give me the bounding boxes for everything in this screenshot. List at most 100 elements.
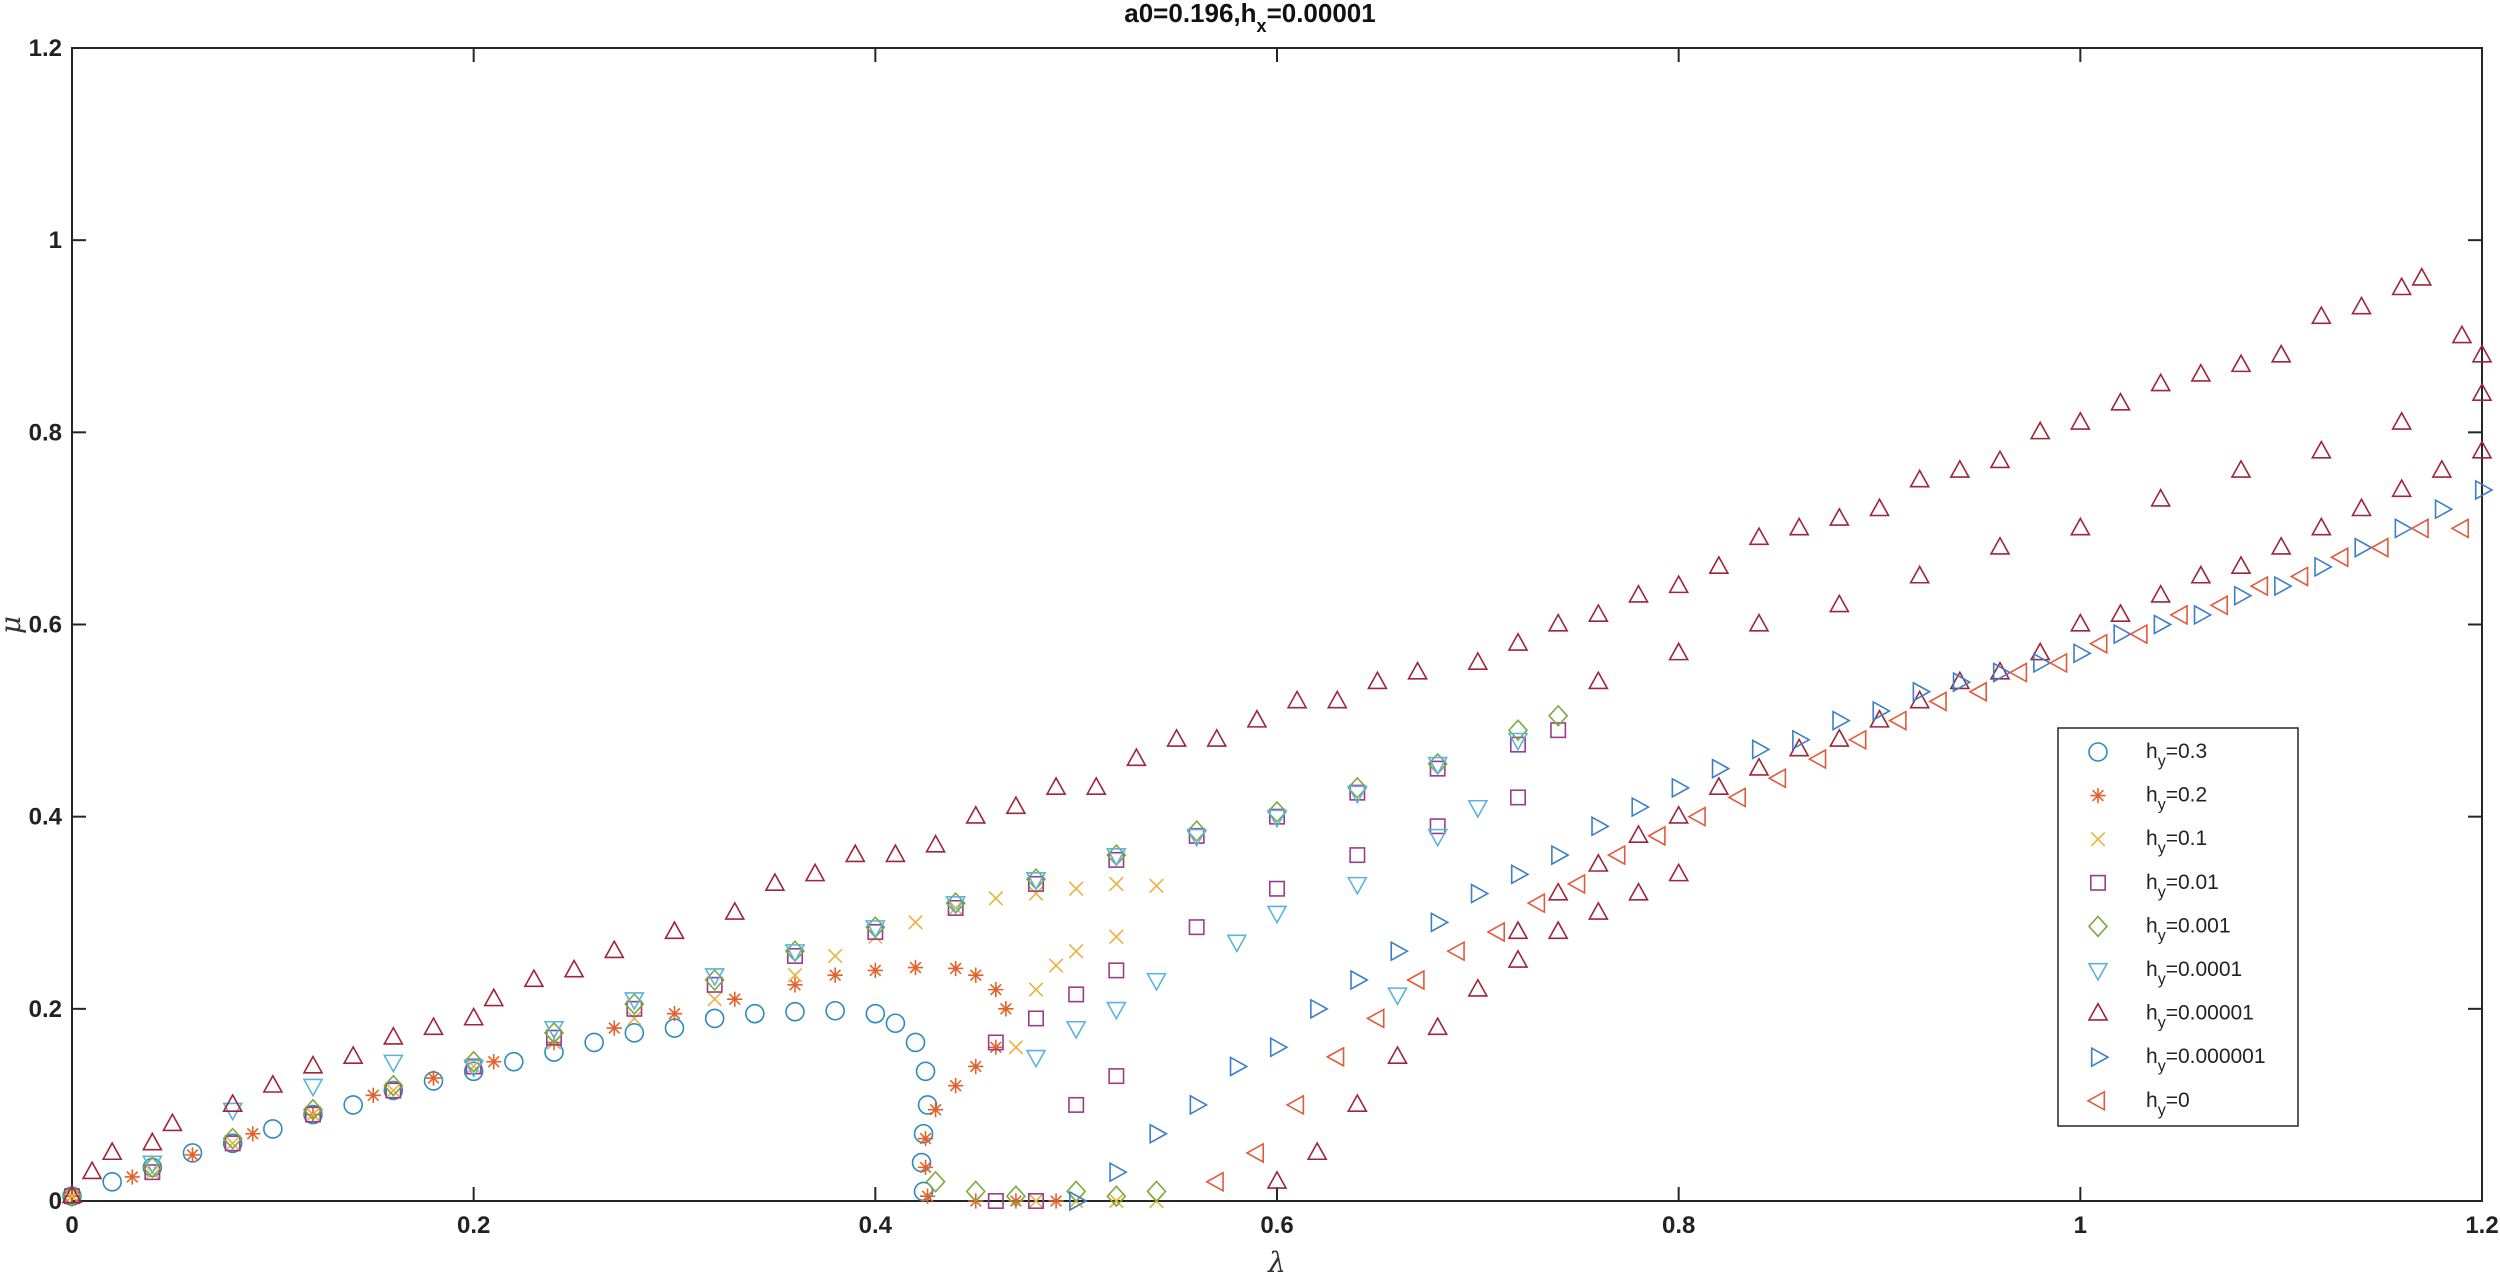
data-point xyxy=(2113,623,2133,645)
data-point xyxy=(2008,662,2028,683)
data-point xyxy=(1548,704,1569,727)
data-point xyxy=(2310,440,2332,459)
data-point xyxy=(1587,603,1609,622)
data-point xyxy=(1828,507,1850,526)
data-point xyxy=(1028,1010,1045,1027)
data-point xyxy=(1367,670,1388,690)
data-point xyxy=(2150,584,2172,603)
data-point xyxy=(664,920,685,940)
data-point xyxy=(1507,949,1529,968)
data-point xyxy=(1748,612,1770,632)
legend-label: hy=0.1 xyxy=(2146,827,2207,857)
series-6 xyxy=(61,267,2493,1204)
data-point xyxy=(704,968,726,987)
data-point xyxy=(948,1078,964,1094)
data-point xyxy=(844,843,866,863)
data-point xyxy=(1048,1193,1064,1209)
data-point xyxy=(2370,537,2389,558)
data-point xyxy=(2088,633,2108,655)
data-point xyxy=(523,968,545,988)
data-point xyxy=(263,1119,283,1139)
data-point xyxy=(606,1020,622,1036)
data-point xyxy=(603,939,625,959)
data-point xyxy=(2351,295,2372,315)
y-tick-label: 0.6 xyxy=(29,612,62,639)
data-point xyxy=(907,959,924,976)
data-point xyxy=(1285,1094,1305,1116)
data-point xyxy=(2411,267,2433,286)
data-point xyxy=(2069,411,2091,430)
data-point xyxy=(2110,603,2131,622)
data-point xyxy=(184,1147,201,1163)
data-point xyxy=(2150,372,2172,392)
data-point xyxy=(1126,747,1147,767)
data-point xyxy=(1149,878,1164,894)
data-point xyxy=(764,872,786,892)
legend-marker xyxy=(2090,874,2107,891)
data-point xyxy=(222,1133,243,1154)
series-2 xyxy=(64,876,1164,1209)
data-point xyxy=(987,1034,1004,1051)
data-point xyxy=(2230,459,2252,478)
data-point xyxy=(1526,892,1546,914)
data-point xyxy=(1547,920,1569,940)
data-point xyxy=(1206,728,1228,747)
data-point xyxy=(2391,478,2413,498)
data-point xyxy=(303,1104,323,1125)
data-point xyxy=(2230,353,2252,373)
data-point xyxy=(2289,566,2309,587)
data-point xyxy=(1266,905,1288,925)
data-point xyxy=(1068,986,1085,1003)
x-tick-label: 0.6 xyxy=(1260,1212,1293,1239)
data-point xyxy=(1711,758,1731,779)
data-point xyxy=(905,1032,926,1053)
chart-title: a0=0.196,hx=0.00001 xyxy=(1124,0,1375,36)
data-point xyxy=(2351,497,2372,517)
legend-item: hy=0.2 xyxy=(2090,784,2207,814)
data-point xyxy=(142,1156,163,1179)
data-point xyxy=(1008,1193,1024,1209)
data-point xyxy=(1446,940,1465,962)
data-point xyxy=(915,1061,936,1082)
data-point xyxy=(1346,785,1368,805)
data-point xyxy=(1108,851,1125,868)
legend-marker xyxy=(2087,1002,2109,1021)
data-point xyxy=(1912,681,1932,703)
data-point xyxy=(1952,671,1972,693)
legend-marker xyxy=(2090,1046,2110,1068)
data-point xyxy=(1105,1001,1127,1021)
data-point xyxy=(2450,518,2470,539)
data-point xyxy=(1005,795,1027,815)
legend-marker xyxy=(2088,742,2108,762)
data-point xyxy=(1430,911,1450,933)
data-point xyxy=(463,1050,484,1073)
data-point xyxy=(1467,978,1489,997)
data-point xyxy=(724,901,746,920)
data-point xyxy=(1631,796,1651,818)
data-point xyxy=(382,1054,404,1074)
legend-item: hy=0.0001 xyxy=(2087,958,2242,988)
legend-marker xyxy=(2087,962,2109,982)
legend-marker xyxy=(2090,787,2106,804)
data-point xyxy=(623,992,645,1011)
legend-item: hy=0.01 xyxy=(2090,871,2219,901)
data-point xyxy=(1687,806,1706,828)
data-point xyxy=(1470,883,1490,904)
data-point xyxy=(965,1180,986,1203)
x-tick-label: 0.4 xyxy=(859,1212,893,1239)
data-point xyxy=(162,1112,183,1132)
data-point xyxy=(1350,969,1369,991)
data-point xyxy=(2391,276,2413,296)
data-point xyxy=(1048,958,1064,973)
x-tick-label: 1 xyxy=(2074,1212,2087,1239)
data-point xyxy=(1149,1123,1169,1145)
data-point xyxy=(1146,1180,1167,1203)
data-point xyxy=(1949,459,1971,478)
data-point xyxy=(785,1001,805,1022)
data-point xyxy=(1587,853,1609,872)
legend-item: hy=0.1 xyxy=(2090,827,2207,857)
data-point xyxy=(1551,844,1570,866)
y-tick-label: 0.2 xyxy=(29,996,62,1023)
data-point xyxy=(1390,940,1410,962)
